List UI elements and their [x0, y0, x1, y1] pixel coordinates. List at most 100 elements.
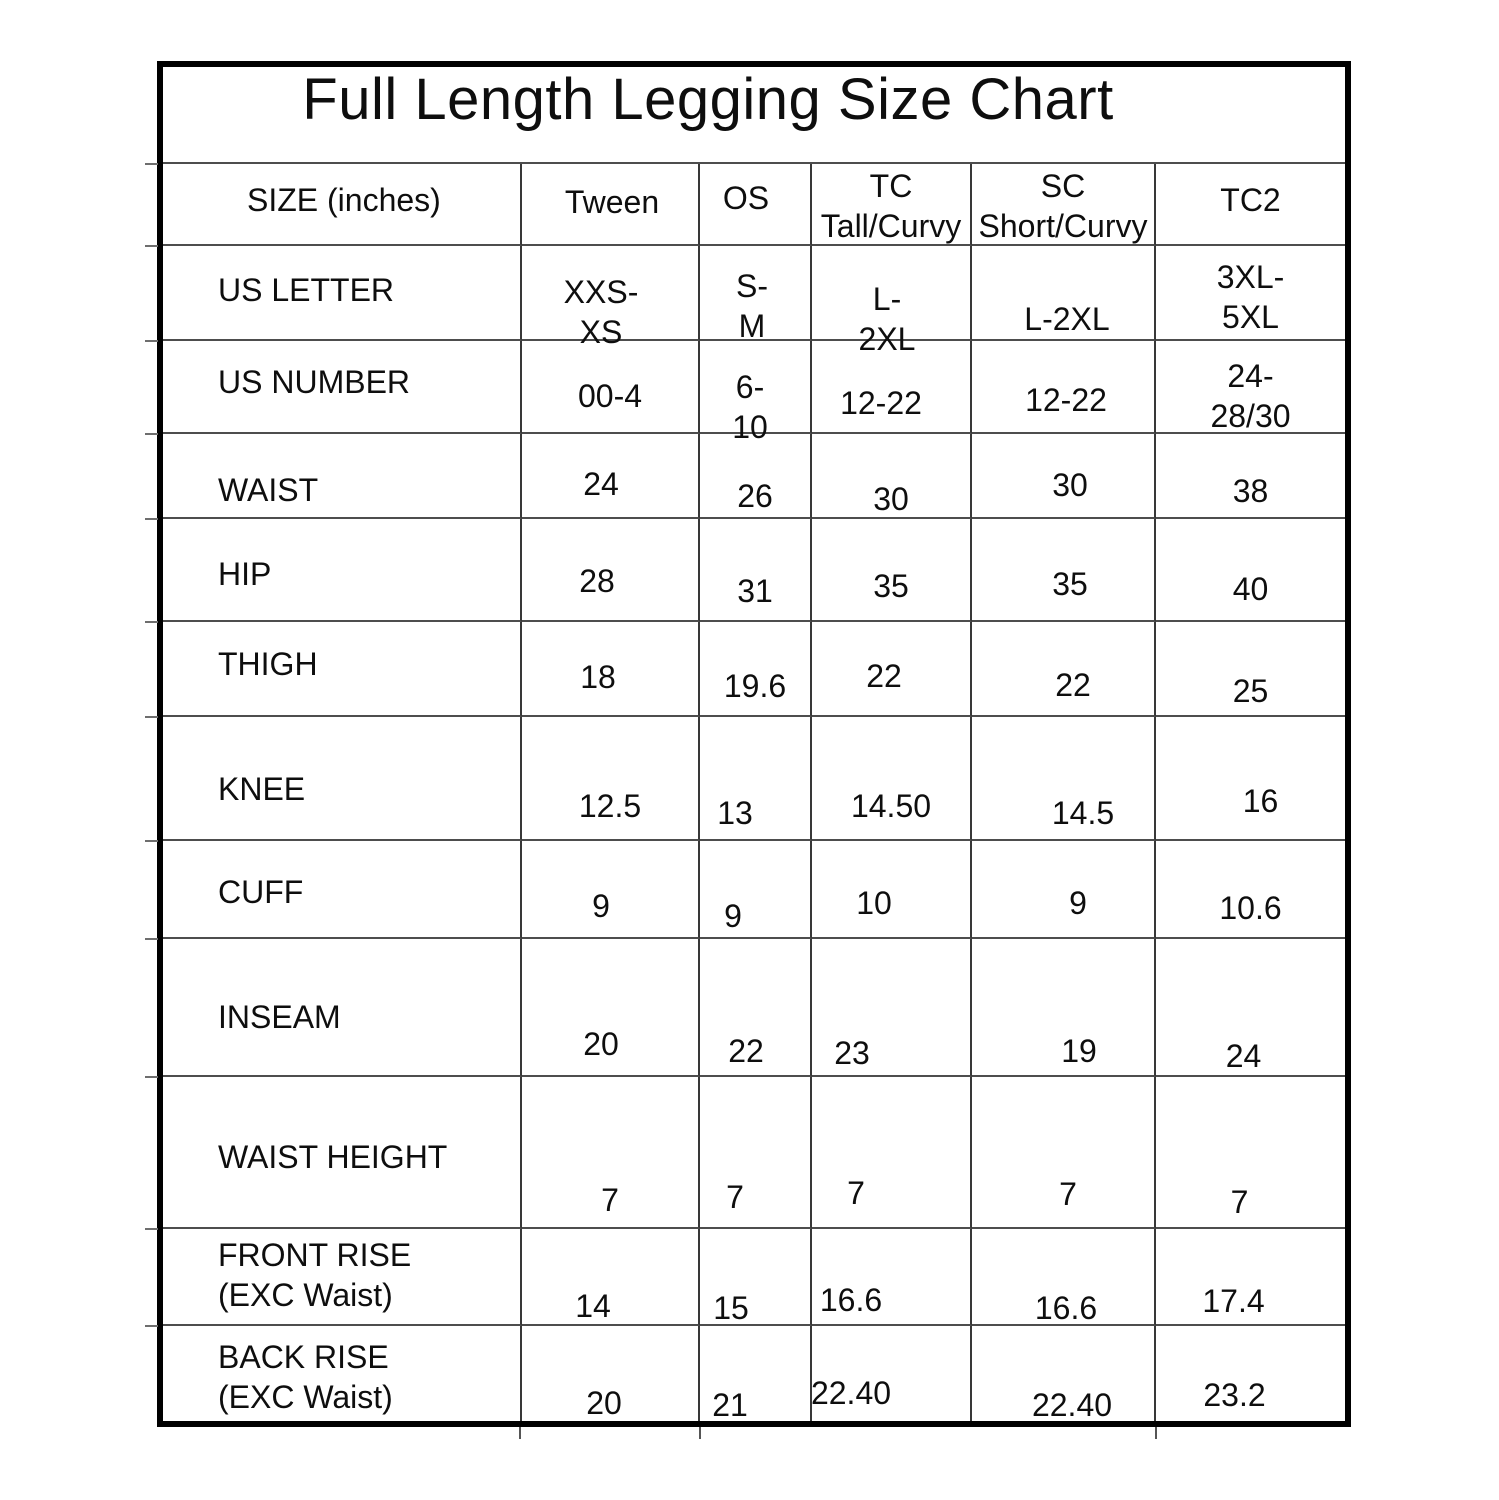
cell-value: 24: [583, 465, 619, 502]
row-label: WAIST: [218, 472, 319, 509]
cell-value: 22.40: [1031, 1386, 1113, 1423]
value-cell: 12-22: [972, 341, 1156, 434]
cell-value: L-2XL: [1024, 300, 1110, 337]
cell-value: 9: [724, 897, 742, 934]
row-label-cell: KNEE: [163, 717, 522, 841]
value-cell: 13: [700, 717, 812, 841]
value-cell: XXS-XS: [522, 246, 700, 350]
row-label: FRONT RISE (EXC Waist): [218, 1236, 412, 1313]
row-label: WAIST HEIGHT: [218, 1138, 448, 1175]
value-cell: 10.6: [1156, 841, 1345, 939]
value-cell: 38: [1156, 434, 1345, 519]
gridline-stub: [1155, 1427, 1157, 1439]
cell-value: XXS-XS: [563, 274, 639, 351]
cell-value: 24-28/30: [1210, 357, 1291, 434]
cell-value: 22: [1055, 667, 1091, 704]
value-cell: 15: [700, 1229, 812, 1326]
cell-value: 15: [713, 1289, 749, 1326]
cell-value: 20: [583, 1025, 619, 1062]
cell-value: 14.50: [850, 788, 932, 825]
cell-value: 19.6: [723, 668, 787, 705]
cell-value: 9: [1069, 885, 1087, 922]
row-label-cell: FRONT RISE (EXC Waist): [163, 1229, 522, 1326]
cell-value: 13: [717, 795, 753, 832]
header-label: TC Tall/Curvy: [820, 168, 962, 245]
cell-value: 24: [1225, 1037, 1262, 1074]
value-cell: 12.5: [522, 717, 700, 841]
cell-value: 17.4: [1202, 1283, 1265, 1320]
gridline-stub: [699, 1427, 701, 1439]
row-label-cell: THIGH: [163, 622, 522, 717]
value-cell: 24: [1156, 939, 1345, 1077]
row-label: BACK RISE (EXC Waist): [218, 1339, 393, 1416]
gridline-stub: [145, 1076, 158, 1078]
cell-value: 22.40: [810, 1375, 892, 1412]
value-cell: 14.5: [972, 717, 1156, 841]
size-chart-table: Full Length Legging Size Chart SIZE (inc…: [157, 61, 1351, 1427]
cell-value: 18: [580, 658, 616, 695]
cell-value: 23.2: [1203, 1377, 1266, 1414]
value-cell: 35: [812, 519, 972, 622]
value-cell: 23: [812, 939, 972, 1077]
cell-value: 12-22: [840, 384, 922, 421]
value-cell: 28: [522, 519, 700, 622]
value-cell: 22.40: [972, 1326, 1156, 1423]
value-cell: 31: [700, 519, 812, 622]
cell-value: 6-10: [732, 368, 768, 445]
value-cell: L-2XL: [812, 246, 972, 357]
row-label: INSEAM: [218, 998, 341, 1035]
value-cell: S-M: [700, 246, 812, 344]
header-cell: SIZE (inches): [163, 164, 522, 246]
cell-value: 9: [592, 888, 610, 925]
cell-value: 7: [601, 1182, 619, 1218]
value-cell: 9: [522, 841, 700, 939]
row-label: KNEE: [218, 770, 306, 807]
cell-value: 10.6: [1219, 890, 1282, 927]
value-cell: 16: [1156, 717, 1345, 841]
gridline-stub: [145, 1325, 158, 1327]
cell-value: 26: [737, 478, 773, 515]
cell-value: L-2XL: [858, 280, 916, 357]
value-cell: 24: [522, 434, 700, 519]
cell-value: 19: [1061, 1032, 1097, 1069]
value-cell: L-2XL: [972, 246, 1156, 341]
row-label-cell: BACK RISE (EXC Waist): [163, 1326, 522, 1421]
row-label-cell: US NUMBER: [163, 341, 522, 434]
value-cell: 17.4: [1156, 1229, 1345, 1326]
gridline-stub: [145, 433, 158, 435]
cell-value: 16.6: [819, 1282, 883, 1319]
gridline-stub: [145, 340, 158, 342]
cell-value: 16: [1242, 783, 1279, 820]
gridline-stub: [519, 1427, 521, 1439]
gridline-stub: [145, 938, 158, 940]
header-cell: TC Tall/Curvy: [812, 164, 972, 246]
value-cell: 20: [522, 1326, 700, 1421]
cell-value: 20: [586, 1384, 622, 1421]
cell-value: 16.6: [1034, 1289, 1098, 1326]
header-label: OS: [722, 180, 770, 217]
value-cell: 19.6: [700, 622, 812, 717]
cell-value: S-M: [736, 267, 768, 344]
header-label: TC2: [1220, 182, 1281, 218]
value-cell: 00-4: [522, 341, 700, 434]
value-cell: 35: [972, 519, 1156, 622]
value-cell: 7: [1156, 1077, 1345, 1229]
value-cell: 7: [812, 1077, 972, 1229]
row-label-cell: INSEAM: [163, 939, 522, 1077]
cell-value: 35: [1052, 565, 1088, 602]
cell-value: 40: [1232, 570, 1269, 607]
row-label: US NUMBER: [218, 363, 411, 400]
value-cell: 25: [1156, 622, 1345, 717]
cell-value: 22: [728, 1032, 764, 1069]
cell-value: 14: [575, 1287, 611, 1324]
header-cell: TC2: [1156, 164, 1345, 246]
title-row: Full Length Legging Size Chart: [163, 67, 1345, 164]
value-cell: 40: [1156, 519, 1345, 622]
cell-value: 35: [873, 567, 909, 604]
value-cell: 14.50: [812, 717, 972, 841]
cell-value: 12-22: [1025, 382, 1107, 419]
gridline-stub: [145, 840, 158, 842]
gridline-stub: [145, 163, 158, 165]
value-cell: 10: [812, 841, 972, 939]
